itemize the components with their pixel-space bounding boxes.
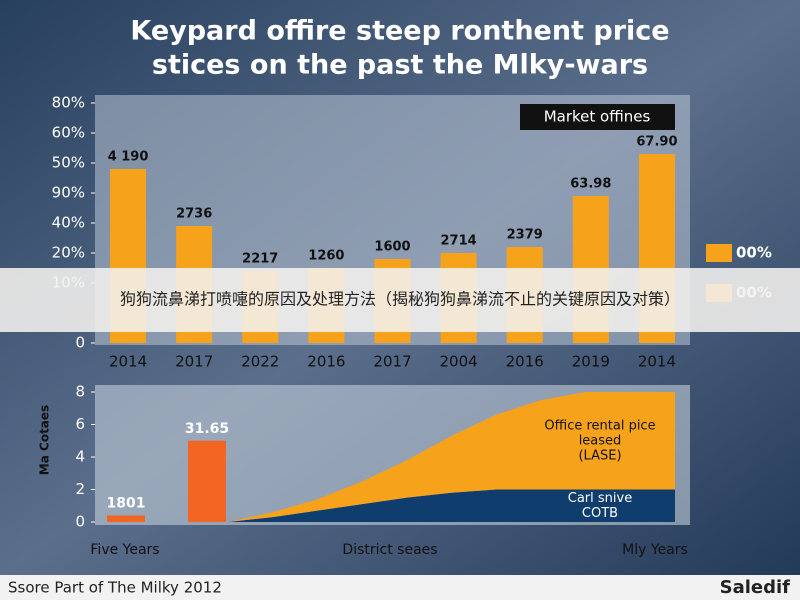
legend-label: 00%	[736, 244, 772, 262]
x-tick-label: 2022	[241, 353, 279, 371]
x-axis-label: Mly Years	[622, 542, 688, 558]
x-tick-label: 2019	[572, 353, 610, 371]
area-label: (LASE)	[578, 448, 621, 463]
banner-text: 狗狗流鼻涕打喷嚏的原因及处理方法（揭秘狗狗鼻涕流不止的关键原因及对策）	[120, 290, 680, 309]
area	[228, 489, 675, 522]
area-label: Carl snive	[568, 491, 632, 506]
legend-title: Market offines	[544, 108, 651, 126]
bar	[107, 515, 145, 522]
y-tick-label: 40%	[52, 214, 85, 232]
x-tick-label: 2004	[440, 353, 478, 371]
y-tick-label: 80%	[52, 94, 85, 112]
logo: Saledif	[720, 577, 791, 598]
y-tick-label: 20%	[52, 244, 85, 262]
x-tick-label: 2014	[109, 353, 147, 371]
y-tick-label: 2	[75, 480, 85, 498]
title-line: stices on the past the Mlky-wars	[152, 50, 648, 81]
x-tick-label: 2017	[373, 353, 411, 371]
y-tick-label: 6	[75, 415, 85, 433]
legend-title-box	[520, 104, 675, 130]
x-tick-label: 2016	[506, 353, 544, 371]
area-label: Office rental pice	[544, 418, 655, 433]
x-tick-label: 2014	[638, 353, 676, 371]
bar-label: 67.90	[636, 135, 677, 150]
bar-label: 2714	[441, 234, 477, 249]
bar-label: 2736	[176, 207, 212, 222]
bar-label: 63.98	[570, 177, 611, 192]
y-tick-label: 8	[75, 383, 85, 401]
legend-swatch	[706, 244, 732, 262]
y-tick-label: 0	[75, 334, 85, 352]
title-line: Keypard offire steep ronthent price	[130, 16, 669, 47]
footer-bar	[0, 575, 800, 600]
y-tick-label: 60%	[52, 124, 85, 142]
bar-label: 2379	[507, 228, 543, 243]
bar-label: 4 190	[108, 150, 149, 165]
bar-label: 1801	[107, 496, 146, 512]
area-label: leased	[579, 433, 622, 448]
x-axis-label: District seaes	[342, 542, 437, 558]
area	[228, 392, 675, 522]
bar	[188, 440, 226, 522]
area-label: COTB	[582, 506, 618, 521]
y-tick-label: 0	[75, 513, 85, 531]
x-tick-label: 2017	[175, 353, 213, 371]
x-axis-label: Five Years	[90, 542, 159, 558]
x-tick-label: 2016	[307, 353, 345, 371]
bar-label: 2217	[242, 252, 278, 267]
y-axis-label: Ma Cotaes	[38, 405, 52, 475]
y-tick-label: 50%	[52, 154, 85, 172]
banner-bg	[0, 268, 800, 332]
y-tick-label: 4	[75, 448, 85, 466]
bar-label: 1260	[308, 249, 344, 264]
bar-label: 1600	[374, 240, 410, 255]
y-tick-label: 90%	[52, 184, 85, 202]
footer-text: Ssore Part of The Milky 2012	[8, 579, 222, 597]
bar-label: 31.65	[185, 421, 229, 437]
